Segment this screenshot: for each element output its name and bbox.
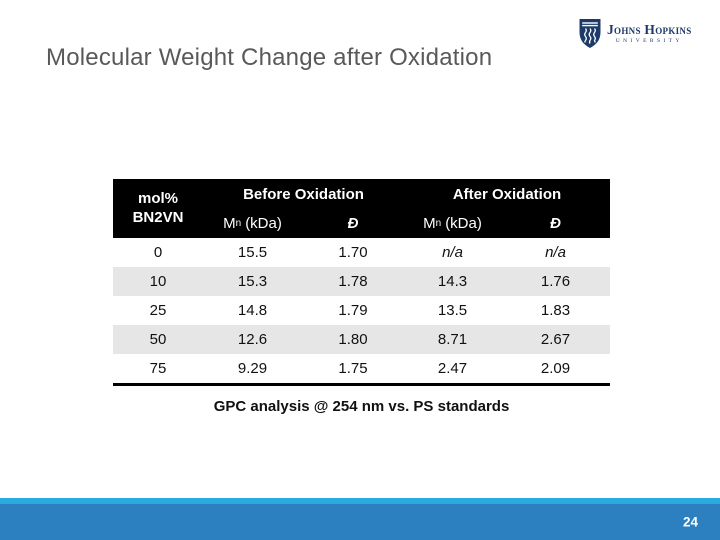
- footer-accent-bar: [0, 498, 720, 504]
- table-cell: 1.70: [302, 238, 404, 267]
- table-cell: 1.80: [302, 325, 404, 354]
- jhu-logo: Johns Hopkins University: [578, 16, 716, 50]
- slide-title: Molecular Weight Change after Oxidation: [46, 44, 493, 71]
- jhu-shield-icon: [579, 18, 601, 48]
- table-cell: 14.8: [203, 296, 302, 325]
- table-cell: 2.67: [501, 325, 610, 354]
- mn-symbol: M: [223, 215, 236, 232]
- table-cell: 8.71: [404, 325, 501, 354]
- mn-symbol: M: [423, 215, 436, 232]
- table-cell: 1.83: [501, 296, 610, 325]
- table-cell: 25: [113, 296, 203, 325]
- header-mol-percent: mol% BN2VN: [113, 179, 203, 238]
- jhu-logo-name: Johns Hopkins: [607, 21, 692, 37]
- header-before-oxidation: Before Oxidation: [203, 179, 404, 209]
- table-cell: 15.5: [203, 238, 302, 267]
- header-dispersity-before: Đ: [302, 209, 404, 238]
- header-after-oxidation: After Oxidation: [404, 179, 610, 209]
- table-cell: 0: [113, 238, 203, 267]
- header-mol-percent-line1: mol%: [137, 189, 178, 207]
- header-mol-percent-line2: BN2VN: [132, 208, 184, 226]
- mn-unit: (kDa): [245, 215, 282, 232]
- table-cell: 1.75: [302, 354, 404, 383]
- table-cell: 1.79: [302, 296, 404, 325]
- table-cell: n/a: [501, 238, 610, 267]
- jhu-logo-subtitle: University: [615, 37, 683, 44]
- jhu-logo-text: Johns Hopkins University: [607, 21, 692, 44]
- table-cell: 75: [113, 354, 203, 383]
- header-dispersity-after: Đ: [501, 209, 610, 238]
- table-cell: 12.6: [203, 325, 302, 354]
- footer-bar: 24: [0, 504, 720, 540]
- table-cell: 2.09: [501, 354, 610, 383]
- table-cell: 50: [113, 325, 203, 354]
- table-cell: 10: [113, 267, 203, 296]
- table-cell: 14.3: [404, 267, 501, 296]
- table-caption: GPC analysis @ 254 nm vs. PS standards: [213, 398, 510, 415]
- table-cell: 2.47: [404, 354, 501, 383]
- table-cell: 13.5: [404, 296, 501, 325]
- table-cell: 1.78: [302, 267, 404, 296]
- table-cell: 1.76: [501, 267, 610, 296]
- molecular-weight-table: mol% BN2VN Before Oxidation After Oxidat…: [113, 179, 610, 386]
- page-number: 24: [682, 514, 698, 530]
- table-cell: n/a: [404, 238, 501, 267]
- table-cell: 9.29: [203, 354, 302, 383]
- table-cell: 15.3: [203, 267, 302, 296]
- mn-unit: (kDa): [445, 215, 482, 232]
